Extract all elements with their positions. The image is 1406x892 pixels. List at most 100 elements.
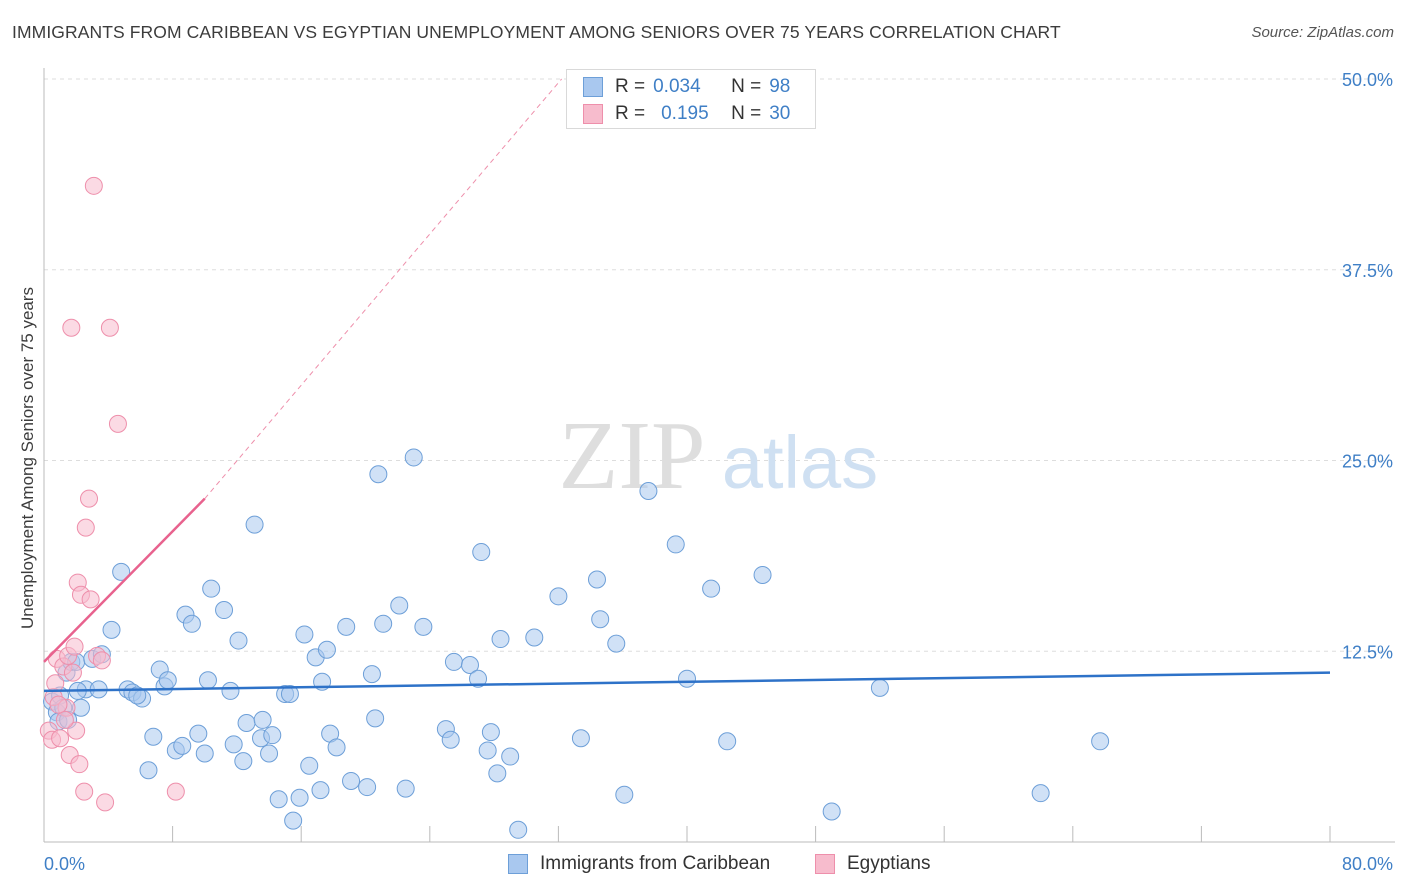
- point-egyptian: [62, 318, 81, 337]
- point-caribbean: [396, 779, 415, 798]
- point-caribbean: [195, 744, 214, 763]
- point-caribbean: [224, 735, 243, 754]
- point-caribbean: [390, 596, 409, 615]
- legend-swatch-blue: [583, 77, 603, 97]
- watermark-zip: ZIP: [559, 402, 706, 510]
- point-caribbean: [253, 710, 272, 729]
- point-caribbean: [102, 620, 121, 639]
- point-caribbean: [221, 681, 240, 700]
- point-caribbean: [173, 736, 192, 755]
- point-caribbean: [237, 713, 256, 732]
- point-caribbean: [112, 562, 131, 581]
- legend-n-label: N =: [731, 103, 762, 124]
- point-caribbean: [327, 738, 346, 757]
- point-caribbean: [260, 744, 279, 763]
- point-caribbean: [488, 764, 507, 783]
- x-tick-label: 0.0%: [44, 854, 85, 874]
- point-caribbean: [374, 614, 393, 633]
- point-caribbean: [441, 730, 460, 749]
- point-caribbean: [158, 671, 177, 690]
- point-caribbean: [666, 535, 685, 554]
- point-caribbean: [284, 811, 303, 830]
- trend-layer: [43, 78, 1331, 693]
- trend-line-egyptians-extended: [204, 78, 562, 499]
- point-caribbean: [615, 785, 634, 804]
- point-caribbean: [366, 709, 385, 728]
- legend-swatch-pink: [815, 854, 835, 874]
- point-egyptian: [55, 710, 74, 729]
- point-egyptian: [67, 721, 86, 740]
- point-egyptian: [100, 318, 119, 337]
- point-caribbean: [870, 678, 889, 697]
- gridlines: [44, 78, 1395, 652]
- legend-n-label: N =: [731, 76, 762, 97]
- point-caribbean: [587, 570, 606, 589]
- point-caribbean: [144, 727, 163, 746]
- point-caribbean: [337, 617, 356, 636]
- legend-r-value: 0.034: [653, 76, 701, 97]
- point-caribbean: [525, 628, 544, 647]
- legend-swatch-blue: [508, 854, 528, 874]
- legend-label-egyptians: Egyptians: [847, 853, 931, 874]
- y-tick-label: 50.0%: [1342, 70, 1393, 90]
- point-egyptian: [63, 663, 82, 682]
- legend-label-caribbean: Immigrants from Caribbean: [540, 853, 771, 874]
- point-caribbean: [139, 761, 158, 780]
- y-tick-label: 25.0%: [1342, 452, 1393, 472]
- watermark-atlas: atlas: [722, 421, 878, 504]
- point-caribbean: [501, 747, 520, 766]
- point-egyptian: [76, 518, 95, 537]
- point-caribbean: [263, 726, 282, 745]
- trend-line-egyptians: [43, 497, 206, 663]
- point-caribbean: [822, 802, 841, 821]
- point-caribbean: [460, 655, 479, 674]
- point-caribbean: [491, 630, 510, 649]
- trend-line-caribbean: [43, 671, 1331, 693]
- point-caribbean: [311, 781, 330, 800]
- tick-labels: 12.5% 25.0% 37.5% 50.0% 0.0% 80.0%: [44, 70, 1393, 874]
- point-caribbean: [469, 669, 488, 688]
- point-caribbean: [202, 579, 221, 598]
- point-caribbean: [317, 640, 336, 659]
- point-caribbean: [591, 610, 610, 629]
- point-caribbean: [358, 778, 377, 797]
- point-caribbean: [549, 587, 568, 606]
- legend-r-label: R =: [615, 76, 646, 97]
- point-egyptian: [46, 674, 65, 693]
- x-tick-label: 80.0%: [1342, 854, 1393, 874]
- points-layer: [39, 176, 1110, 839]
- point-caribbean: [472, 543, 491, 562]
- point-egyptian: [49, 695, 68, 714]
- correlation-legend: R = 0.034 N = 98 R = 0.195 N = 30: [566, 69, 816, 129]
- point-caribbean: [198, 671, 217, 690]
- point-caribbean: [234, 752, 253, 771]
- point-caribbean: [229, 631, 248, 650]
- point-caribbean: [678, 669, 696, 688]
- legend-item-caribbean[interactable]: Immigrants from Caribbean: [508, 852, 770, 876]
- point-caribbean: [404, 448, 423, 467]
- legend-row-egyptians: R = 0.195 N = 30: [583, 101, 790, 127]
- point-caribbean: [128, 686, 147, 705]
- legend-item-egyptians[interactable]: Egyptians: [815, 852, 930, 876]
- point-caribbean: [1031, 784, 1050, 803]
- point-egyptian: [84, 176, 103, 195]
- point-caribbean: [290, 788, 309, 807]
- point-caribbean: [753, 565, 772, 584]
- point-egyptian: [80, 489, 99, 508]
- point-caribbean: [269, 790, 288, 809]
- point-caribbean: [571, 729, 590, 748]
- point-egyptian: [81, 590, 100, 609]
- point-egyptian: [96, 793, 115, 812]
- legend-row-caribbean: R = 0.034 N = 98: [583, 74, 790, 100]
- y-tick-label: 12.5%: [1342, 642, 1393, 662]
- watermark: ZIP atlas: [559, 402, 879, 510]
- chart-title: IMMIGRANTS FROM CARIBBEAN VS EGYPTIAN UN…: [12, 22, 1061, 42]
- point-egyptian: [51, 729, 70, 748]
- point-egyptian: [65, 637, 84, 656]
- point-caribbean: [414, 617, 433, 636]
- point-caribbean: [1091, 732, 1110, 751]
- legend-n-value: 30: [769, 103, 791, 124]
- point-caribbean: [342, 771, 361, 790]
- point-caribbean: [280, 684, 299, 703]
